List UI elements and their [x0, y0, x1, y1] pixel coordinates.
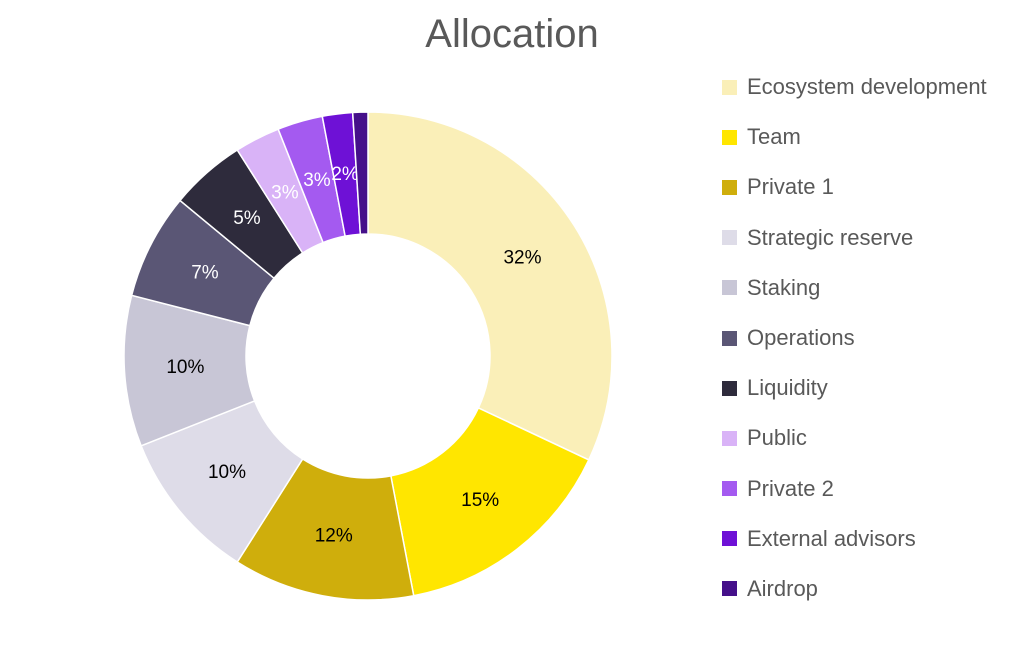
legend-label: Strategic reserve — [747, 224, 914, 250]
legend-swatch — [722, 79, 737, 95]
legend-swatch — [722, 230, 737, 246]
donut-slice-private-1 — [236, 457, 415, 601]
legend-item: Liquidity — [722, 363, 1022, 413]
legend-label: Team — [747, 124, 801, 150]
legend-swatch — [722, 280, 737, 296]
legend-label: Private 2 — [747, 475, 834, 501]
legend-swatch — [722, 380, 737, 396]
legend-label: Staking — [747, 274, 821, 300]
data-label-strategic-reserve: 10% — [208, 462, 246, 483]
legend-item: Team — [722, 112, 1022, 162]
legend-swatch — [722, 129, 737, 145]
legend-swatch — [722, 481, 737, 497]
data-label-external-advisors: 2% — [331, 164, 359, 185]
donut-slice-ecosystem-development — [367, 111, 613, 461]
legend-swatch — [722, 330, 737, 346]
legend-label: Public — [747, 425, 807, 451]
data-label-staking: 10% — [166, 357, 204, 378]
chart-legend: Ecosystem development Team Private 1 Strate… — [722, 62, 1022, 614]
data-label-operations: 7% — [191, 262, 219, 283]
data-label-private-2: 3% — [303, 170, 331, 191]
legend-label: Ecosystem development — [747, 74, 987, 100]
chart-title: Allocation — [425, 12, 599, 56]
legend-item: External advisors — [722, 514, 1022, 564]
legend-swatch — [722, 179, 737, 195]
data-label-ecosystem-development: 32% — [503, 247, 541, 268]
legend-swatch — [722, 531, 737, 547]
legend-label: Liquidity — [747, 375, 828, 401]
legend-item: Ecosystem development — [722, 62, 1022, 112]
legend-item: Operations — [722, 313, 1022, 363]
legend-item: Private 2 — [722, 464, 1022, 514]
data-label-private-1: 12% — [315, 525, 353, 546]
legend-item: Public — [722, 413, 1022, 463]
legend-label: Operations — [747, 325, 855, 351]
legend-item: Airdrop — [722, 564, 1022, 614]
donut-slice-airdrop — [351, 111, 369, 236]
data-label-liquidity: 5% — [233, 208, 261, 229]
legend-label: Private 1 — [747, 174, 834, 200]
data-label-public: 3% — [271, 182, 299, 203]
data-label-team: 15% — [461, 490, 499, 511]
legend-swatch — [722, 581, 737, 597]
legend-item: Private 1 — [722, 162, 1022, 212]
legend-item: Staking — [722, 263, 1022, 313]
legend-label: External advisors — [747, 525, 916, 551]
donut-slice-team — [389, 406, 590, 597]
legend-label: Airdrop — [747, 575, 818, 601]
legend-swatch — [722, 430, 737, 446]
legend-item: Strategic reserve — [722, 213, 1022, 263]
